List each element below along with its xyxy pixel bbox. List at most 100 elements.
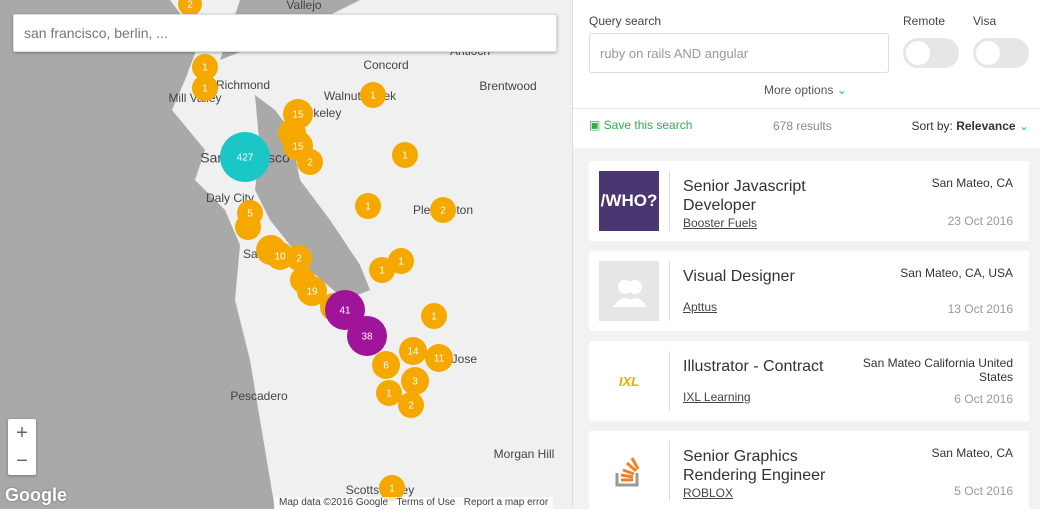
divider xyxy=(573,108,1040,109)
query-input[interactable]: ruby on rails AND angular xyxy=(589,33,889,73)
sort[interactable]: Sort by: Relevance ⌄ xyxy=(911,119,1029,133)
map-data: Map data ©2016 Google xyxy=(279,497,389,508)
cluster-count: 5 xyxy=(247,209,253,220)
terms[interactable]: Terms of Use xyxy=(396,497,456,508)
cluster xyxy=(297,276,327,306)
cluster-count: 19 xyxy=(306,287,318,298)
more-options[interactable]: More options ⌄ xyxy=(764,83,847,97)
results-panel: Query search ruby on rails AND angular R… xyxy=(572,0,1040,511)
search-form: Query search ruby on rails AND angular R… xyxy=(573,0,1040,148)
job-card[interactable]: IXL Illustrator - Contract IXL Learning San… xyxy=(589,341,1029,421)
job-card[interactable]: Visual Designer Apttus San Mateo, CA, USA 1… xyxy=(589,251,1029,331)
ocean xyxy=(0,0,275,509)
cluster xyxy=(430,197,456,223)
cluster-count: 1 xyxy=(398,257,404,268)
cluster xyxy=(392,142,418,168)
cluster-count: 1 xyxy=(365,202,371,213)
separator xyxy=(669,171,670,231)
cluster-count: 14 xyxy=(407,347,419,358)
cluster xyxy=(421,303,447,329)
visa-toggle[interactable] xyxy=(973,38,1029,68)
job-card[interactable]: /WHO? Senior Javascript Developer Booster … xyxy=(589,161,1029,241)
remote-label: Remote xyxy=(903,14,946,28)
zoom-out[interactable]: − xyxy=(16,450,28,472)
place-label: Concord xyxy=(363,58,408,72)
cluster-count: 1 xyxy=(202,84,208,95)
cluster xyxy=(379,475,405,501)
cluster-count: 41 xyxy=(339,306,351,317)
cluster-count: 2 xyxy=(296,254,302,265)
job-title: Visual Designer xyxy=(683,268,795,285)
job-date: 6 Oct 2016 xyxy=(954,392,1013,406)
cluster xyxy=(220,132,270,182)
cluster xyxy=(355,193,381,219)
job-location: San Mateo, CA xyxy=(931,446,1013,460)
report[interactable]: Report a map error xyxy=(463,497,549,508)
cluster-count: 1 xyxy=(370,91,376,102)
google-logo: Google xyxy=(5,485,67,505)
separator xyxy=(669,441,670,501)
cluster-count: 15 xyxy=(292,142,304,153)
company-logo xyxy=(599,441,659,501)
cluster-count: 3 xyxy=(412,377,418,388)
cluster xyxy=(192,54,218,80)
company-link[interactable]: IXL Learning xyxy=(683,390,751,404)
cluster xyxy=(347,316,387,356)
job-date: 13 Oct 2016 xyxy=(947,302,1013,316)
place-label: Morgan Hill xyxy=(494,447,555,461)
place-label: Brentwood xyxy=(479,79,536,93)
cluster-count: 1 xyxy=(386,389,392,400)
job-date: 5 Oct 2016 xyxy=(954,484,1013,498)
cluster-count: 1 xyxy=(402,151,408,162)
cluster xyxy=(369,257,395,283)
cluster-count: 427 xyxy=(237,153,254,164)
company-link[interactable]: Apttus xyxy=(683,300,718,314)
cluster-count: 1 xyxy=(202,63,208,74)
cluster-count: 2 xyxy=(307,158,313,169)
job-title: Senior Graphics Rendering Engineer xyxy=(683,448,826,484)
company-logo: /WHO? xyxy=(599,171,659,231)
query-label: Query search xyxy=(589,14,662,28)
location-search[interactable]: san francisco, berlin, ... xyxy=(13,14,557,52)
cluster-count: 1 xyxy=(431,312,437,323)
job-title: Senior Javascript Developer xyxy=(683,178,806,214)
cluster xyxy=(398,392,424,418)
job-title: Illustrator - Contract xyxy=(683,358,824,375)
cluster xyxy=(376,380,402,406)
place-label: Richmond xyxy=(216,78,270,92)
cluster-count: 15 xyxy=(292,110,304,121)
company-link[interactable]: ROBLOX xyxy=(683,486,734,500)
cluster-count: 6 xyxy=(383,361,389,372)
cluster xyxy=(192,75,218,101)
place-label: Vallejo xyxy=(286,0,321,12)
cluster xyxy=(178,0,202,16)
save-search[interactable]: ▣ Save this search xyxy=(589,118,693,132)
sort-value: Relevance xyxy=(956,119,1016,133)
cluster-count: 10 xyxy=(274,252,286,263)
cluster xyxy=(297,149,323,175)
job-card[interactable]: Senior Graphics Rendering Engineer ROBLOX… xyxy=(589,431,1029,511)
company-link[interactable]: Booster Fuels xyxy=(683,216,758,230)
attribution: Map data ©2016 Google Terms of Use Repor… xyxy=(274,497,554,509)
cluster xyxy=(401,367,429,395)
save-text: Save this search xyxy=(603,118,693,132)
cluster xyxy=(372,351,400,379)
company-logo xyxy=(599,261,659,321)
place-label: Pescadero xyxy=(230,389,288,403)
job-location: San Mateo, CA, USA xyxy=(900,266,1013,280)
cluster-count: 38 xyxy=(361,332,373,343)
cluster xyxy=(283,99,313,129)
remote-toggle[interactable] xyxy=(903,38,959,68)
job-location: San Mateo, CA xyxy=(931,176,1013,190)
cluster xyxy=(360,82,386,108)
sort-label: Sort by: xyxy=(911,119,953,133)
zoom-controls: + − xyxy=(8,419,36,475)
cluster xyxy=(286,245,312,271)
cluster-count: 2 xyxy=(187,0,193,11)
cluster-count: 2 xyxy=(440,206,446,217)
cluster xyxy=(425,344,453,372)
cluster-count: 1 xyxy=(379,266,385,277)
cluster xyxy=(399,337,427,365)
zoom-in[interactable]: + xyxy=(16,422,28,444)
